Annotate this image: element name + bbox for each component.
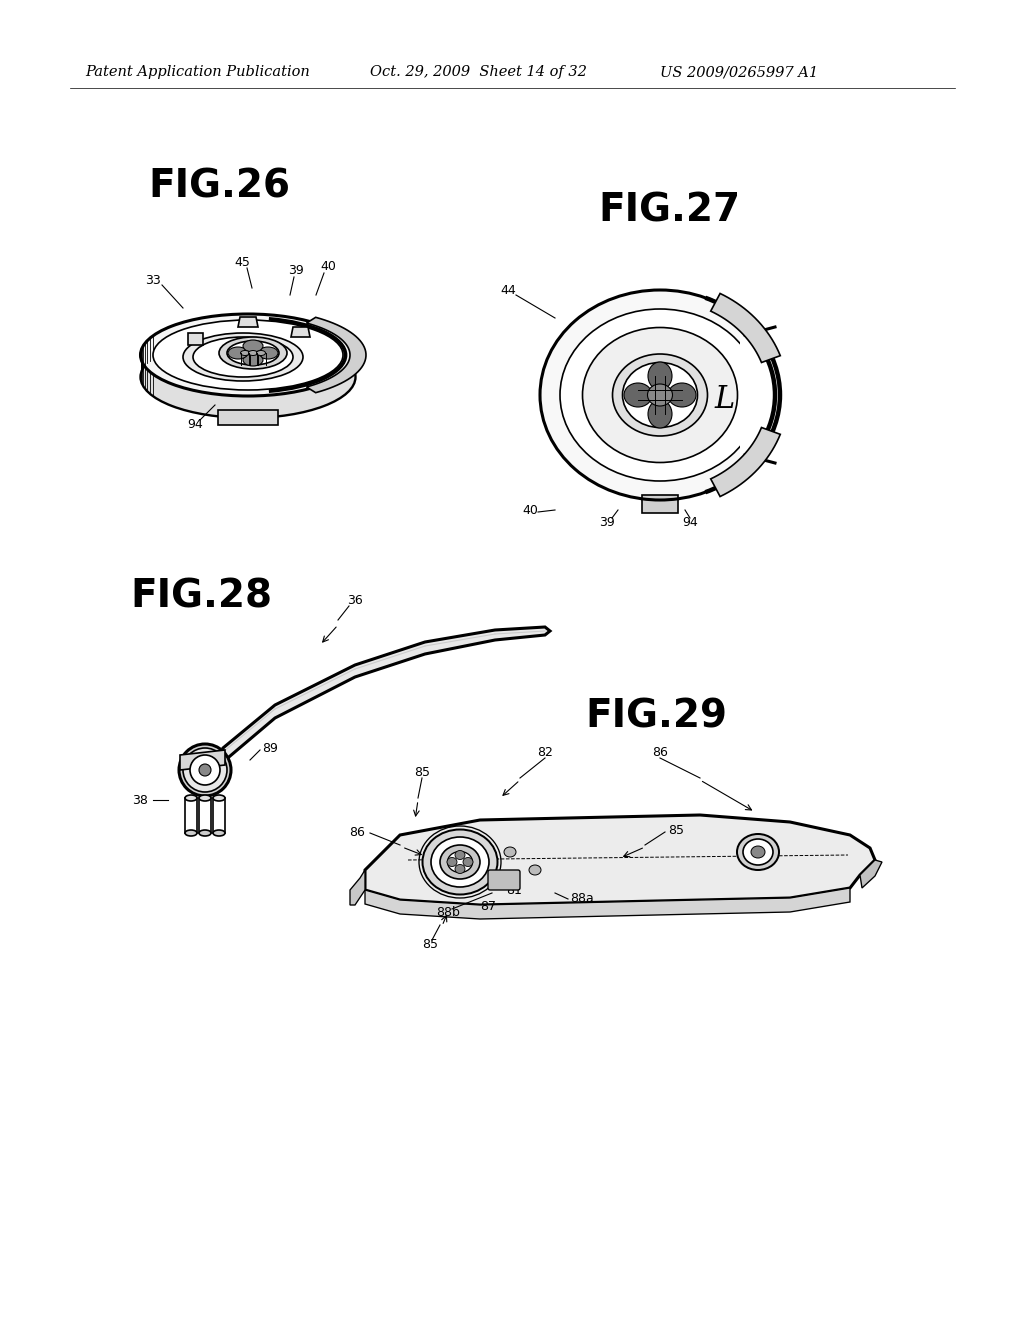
Ellipse shape [185,795,197,801]
Ellipse shape [737,834,779,870]
Ellipse shape [227,341,279,366]
Ellipse shape [228,347,248,359]
Text: 86: 86 [349,825,365,838]
Ellipse shape [190,755,220,785]
Text: 41: 41 [769,424,784,437]
Text: 89: 89 [262,742,278,755]
Polygon shape [711,428,780,496]
Ellipse shape [213,795,225,801]
Ellipse shape [540,290,780,500]
Polygon shape [218,411,278,425]
Ellipse shape [455,850,465,859]
Text: FIG.29: FIG.29 [585,698,727,737]
Text: 88a: 88a [570,891,594,904]
Ellipse shape [243,354,263,366]
Polygon shape [223,627,550,762]
Text: 44: 44 [500,284,516,297]
Text: 45: 45 [234,256,250,268]
Text: 82: 82 [537,746,553,759]
Text: Oct. 29, 2009  Sheet 14 of 32: Oct. 29, 2009 Sheet 14 of 32 [370,65,587,79]
Text: 87: 87 [480,899,496,912]
Ellipse shape [185,830,197,836]
Ellipse shape [199,795,211,801]
Ellipse shape [463,858,473,866]
Text: 39: 39 [288,264,304,277]
Ellipse shape [447,851,472,873]
Text: 85: 85 [668,824,684,837]
Text: 86: 86 [652,746,668,759]
Polygon shape [180,750,225,770]
Ellipse shape [219,337,287,370]
Ellipse shape [140,337,355,418]
Ellipse shape [440,845,480,879]
Ellipse shape [455,865,465,874]
Ellipse shape [560,309,760,480]
Polygon shape [365,888,850,919]
Ellipse shape [612,354,708,436]
Text: 44: 44 [314,348,330,362]
Text: 85: 85 [422,937,438,950]
Ellipse shape [258,347,278,359]
Ellipse shape [213,830,225,836]
Ellipse shape [241,351,250,355]
Ellipse shape [249,351,257,355]
Ellipse shape [140,314,355,396]
Ellipse shape [179,744,231,796]
Ellipse shape [648,362,672,389]
Ellipse shape [529,865,541,875]
Ellipse shape [183,748,227,792]
Ellipse shape [183,333,303,381]
Ellipse shape [624,383,652,407]
Text: 38: 38 [132,793,148,807]
Ellipse shape [447,858,457,866]
Ellipse shape [256,351,265,355]
Ellipse shape [583,327,737,462]
Ellipse shape [243,341,263,352]
Text: 85: 85 [414,766,430,779]
Text: FIG.27: FIG.27 [598,191,740,230]
Text: 40: 40 [522,503,538,516]
Ellipse shape [648,400,672,428]
Text: 81: 81 [506,883,522,896]
Polygon shape [306,317,366,392]
Polygon shape [238,317,258,327]
Polygon shape [291,327,310,337]
Text: 33: 33 [145,273,161,286]
Polygon shape [188,333,203,345]
Ellipse shape [431,837,489,887]
Text: 94: 94 [682,516,698,528]
Text: L: L [715,384,735,416]
Polygon shape [860,861,882,888]
Ellipse shape [751,846,765,858]
Polygon shape [740,305,805,484]
Ellipse shape [423,829,498,895]
FancyBboxPatch shape [488,870,520,890]
Ellipse shape [199,830,211,836]
Ellipse shape [153,319,343,389]
Polygon shape [350,870,365,906]
Text: 94: 94 [187,418,203,432]
Text: FIG.28: FIG.28 [130,578,272,616]
Ellipse shape [193,337,293,378]
Polygon shape [642,495,678,513]
Polygon shape [711,293,780,363]
Ellipse shape [743,840,773,865]
Ellipse shape [647,384,673,407]
Text: FIG.26: FIG.26 [148,168,290,206]
Ellipse shape [668,383,696,407]
Text: 36: 36 [347,594,362,606]
Ellipse shape [504,847,516,857]
Ellipse shape [199,764,211,776]
Text: Patent Application Publication: Patent Application Publication [85,65,309,79]
Polygon shape [365,814,874,906]
Ellipse shape [623,363,697,428]
Text: 88b: 88b [436,906,460,919]
Text: 40: 40 [321,260,336,273]
Text: US 2009/0265997 A1: US 2009/0265997 A1 [660,65,818,79]
Text: 39: 39 [599,516,614,528]
